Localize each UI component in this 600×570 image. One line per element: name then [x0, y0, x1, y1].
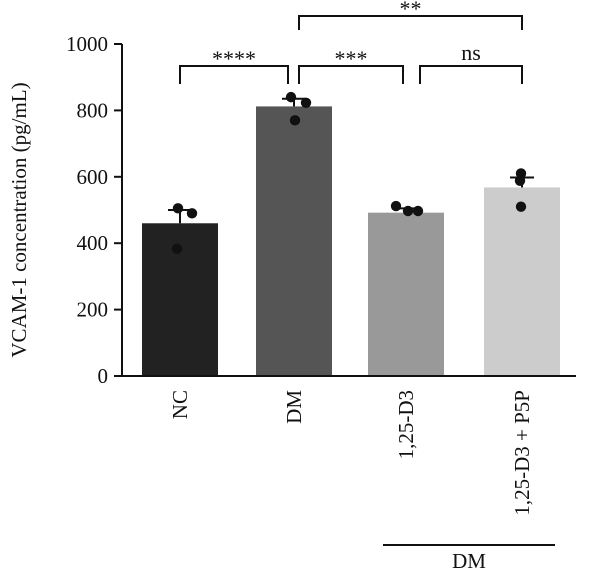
group-label: DM: [452, 549, 486, 570]
data-point: [171, 243, 183, 255]
data-point: [412, 205, 424, 217]
bar-2: [256, 106, 332, 376]
significance-bracket: [179, 65, 289, 84]
y-tick-label: 200: [77, 298, 109, 322]
y-tick-label: 400: [77, 231, 109, 255]
data-point: [186, 208, 198, 219]
data-point: [285, 91, 297, 103]
significance-label: ***: [335, 46, 368, 71]
y-axis-label: VCAM-1 concentration (pg/mL): [7, 82, 31, 357]
significance-bracket: [298, 15, 523, 30]
bar-3: [368, 212, 444, 376]
category-label: NC: [168, 390, 192, 419]
bar-4: [484, 187, 560, 376]
significance-label: ****: [212, 46, 256, 71]
data-point: [402, 205, 414, 217]
data-point: [514, 175, 526, 186]
significance-bracket: [419, 65, 523, 84]
category-label: 1,25-D3 + P5P: [510, 390, 534, 516]
significance-bracket: [298, 65, 404, 84]
data-point: [390, 200, 402, 212]
y-tick-label: 800: [77, 98, 109, 122]
category-label: DM: [282, 390, 306, 424]
data-point: [289, 115, 301, 126]
y-tick-label: 600: [77, 165, 109, 189]
significance-label: ns: [461, 40, 481, 65]
data-point: [515, 201, 527, 212]
y-tick-label: 0: [98, 364, 109, 388]
data-point: [172, 203, 184, 214]
category-label: 1,25-D3: [394, 390, 418, 459]
significance-label: **: [400, 0, 422, 21]
data-point: [300, 97, 312, 108]
y-tick-label: 1000: [66, 32, 108, 56]
